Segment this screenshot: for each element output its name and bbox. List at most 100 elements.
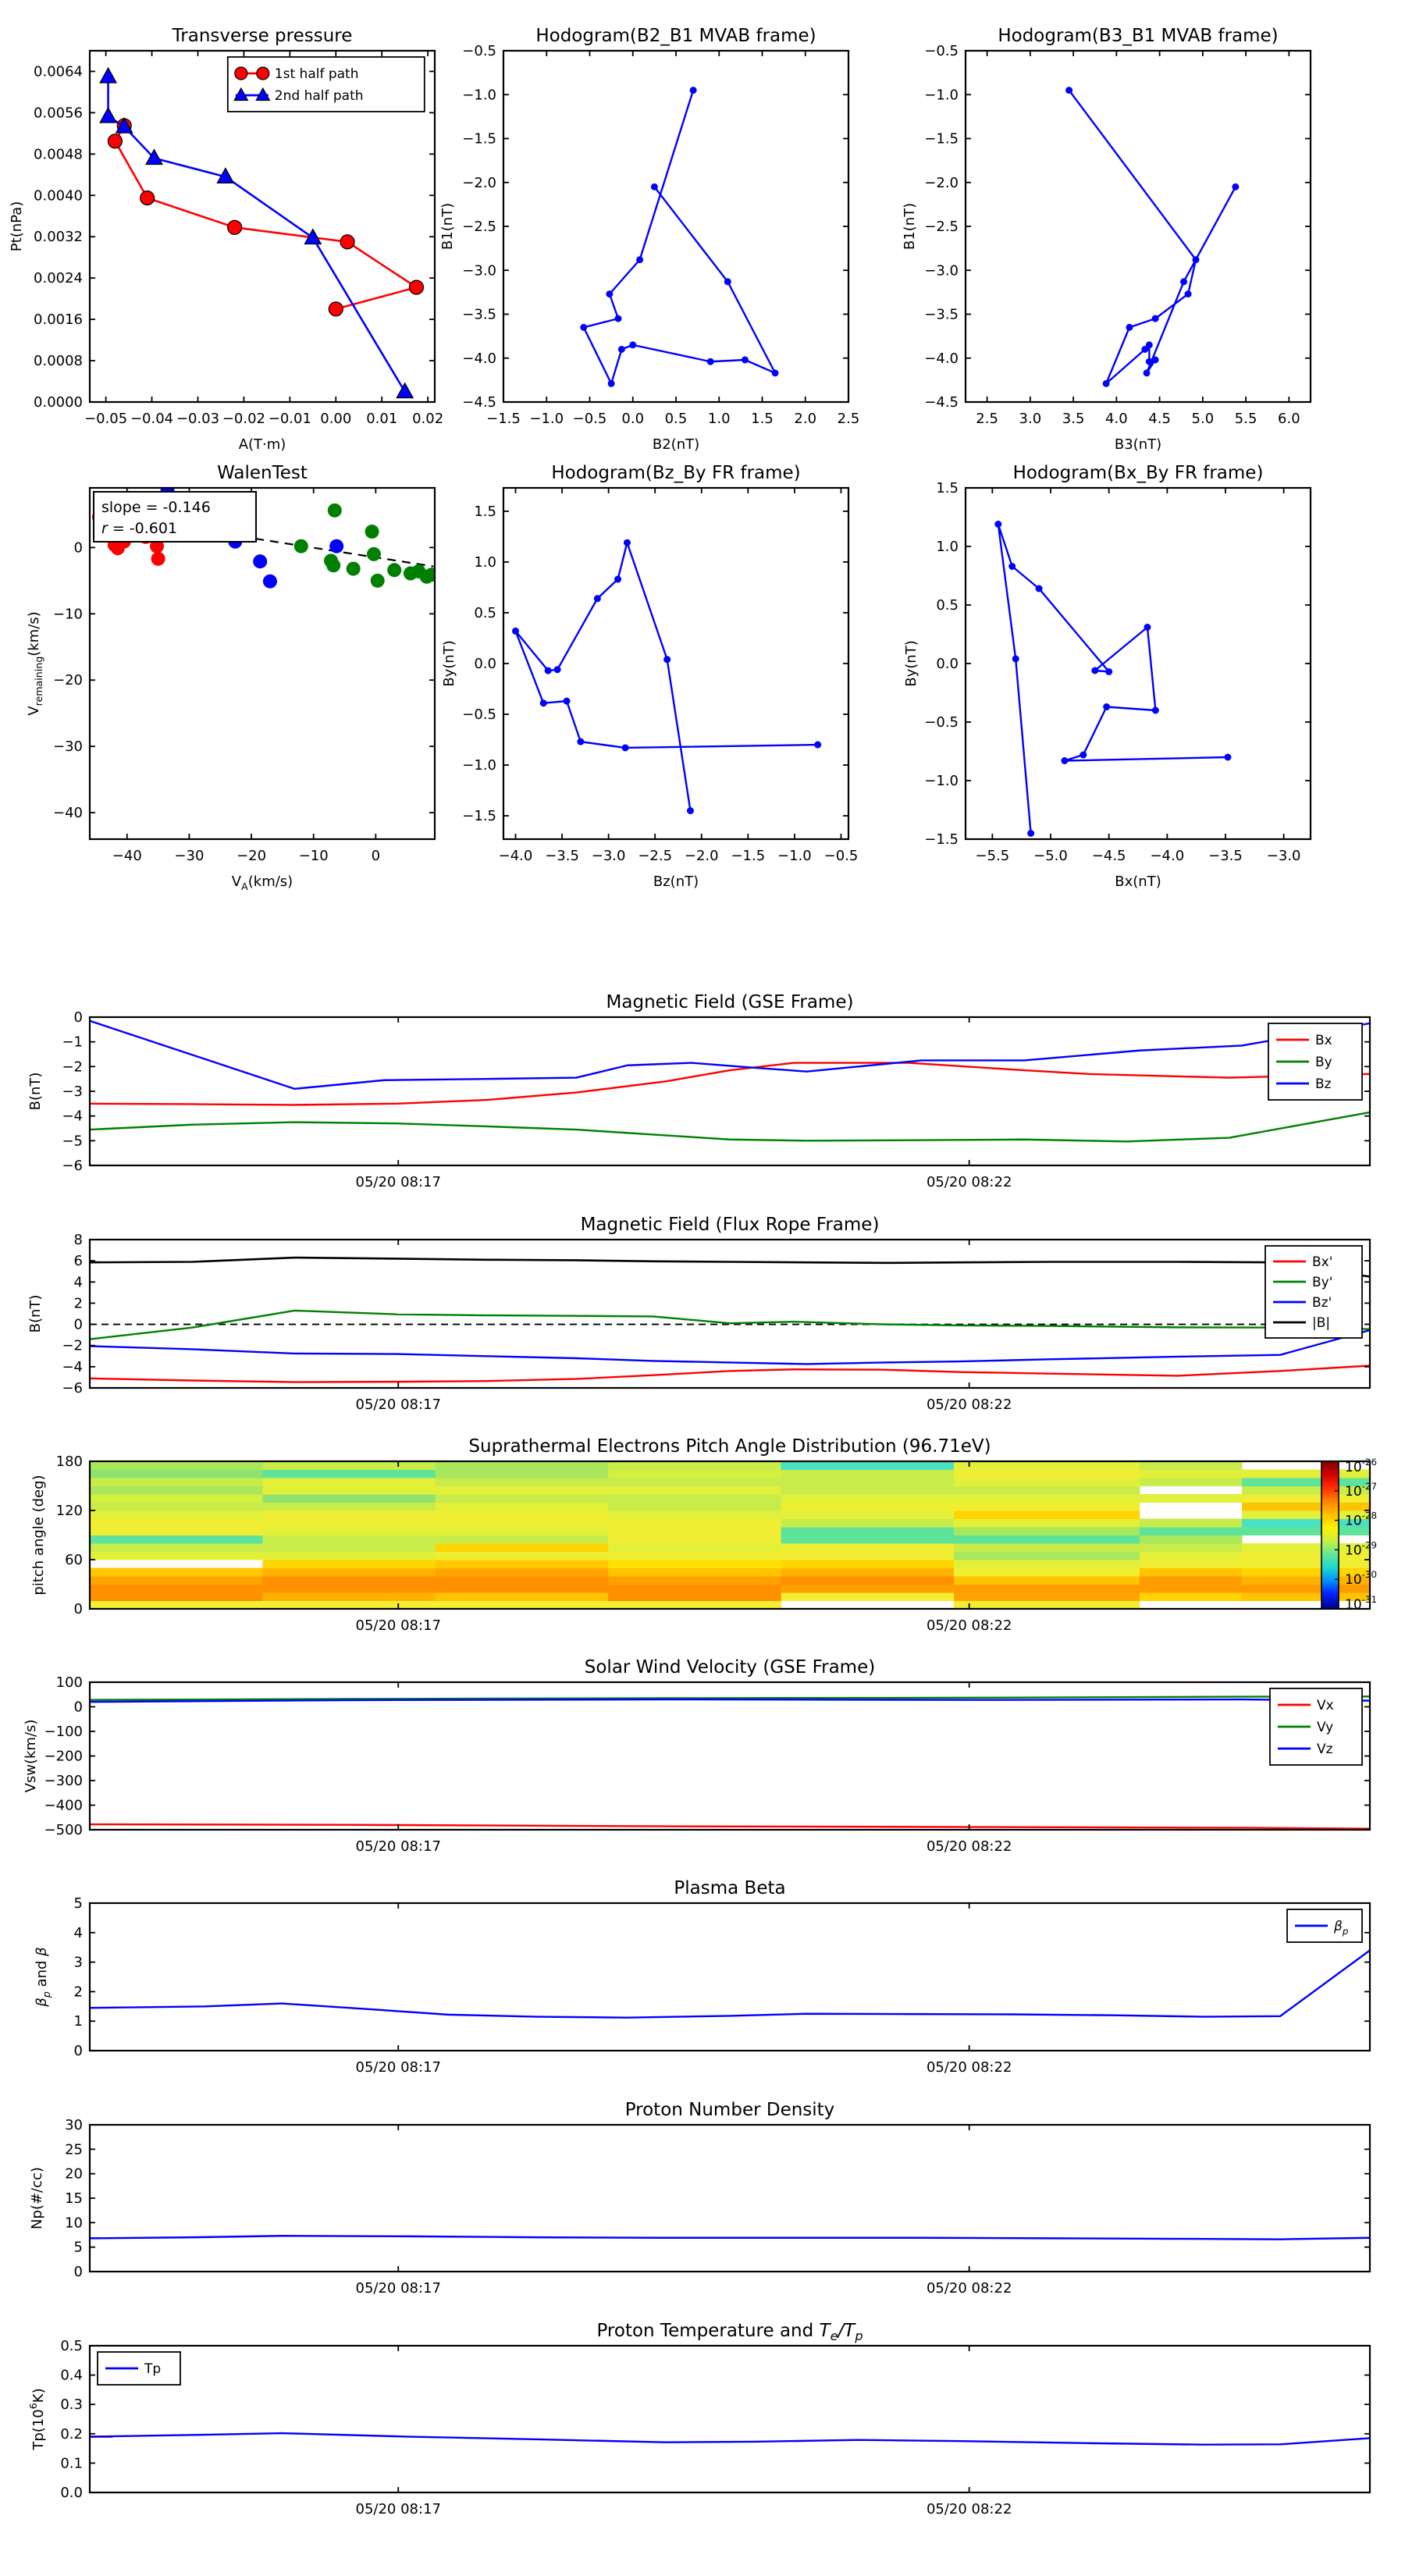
- svg-text:|B|: |B|: [1312, 1315, 1330, 1331]
- series-group: [1065, 87, 1240, 387]
- svg-text:−0.5: −0.5: [924, 43, 959, 59]
- svg-text:Magnetic Field (GSE Frame): Magnetic Field (GSE Frame): [606, 992, 854, 1012]
- svg-text:100: 100: [56, 1674, 83, 1691]
- svg-text:−1.5: −1.5: [462, 808, 496, 824]
- svg-text:Np(#/cc): Np(#/cc): [29, 2167, 45, 2229]
- svg-text:0.0: 0.0: [621, 411, 644, 427]
- svg-text:05/20 08:22: 05/20 08:22: [927, 1397, 1012, 1413]
- svg-text:−2: −2: [62, 1059, 83, 1075]
- svg-text:−2.5: −2.5: [638, 848, 672, 864]
- svg-text:−0.5: −0.5: [462, 706, 496, 723]
- svg-text:−4.0: −4.0: [1150, 848, 1184, 864]
- svg-text:−2.0: −2.0: [924, 175, 959, 191]
- svg-text:VA(km/s): VA(km/s): [232, 873, 293, 892]
- svg-text:−0.05: −0.05: [84, 411, 127, 427]
- series-group: [580, 87, 779, 387]
- svg-text:Bx(nT): Bx(nT): [1115, 873, 1161, 890]
- svg-text:−1.5: −1.5: [462, 131, 496, 148]
- panel-hodogram-b2-b1: −1.5 −1.0 −0.5 0.0 0.5 1.0 1.5 2.0 2.5 −0.5 −1.0 −1…: [439, 26, 859, 453]
- svg-text:−40: −40: [53, 805, 83, 821]
- panel-proton-temp: 05/20 08:17 05/20 08:22 0.0 0.1 0.2 0.3 0.4 0.5…: [27, 2321, 1371, 2517]
- svg-text:−10: −10: [53, 606, 83, 622]
- svg-text:−10: −10: [299, 848, 329, 864]
- svg-text:10: 10: [65, 2215, 83, 2231]
- svg-text:Tp(106K): Tp(106K): [27, 2388, 47, 2450]
- svg-text:−300: −300: [44, 1773, 83, 1789]
- svg-text:−100: −100: [44, 1724, 83, 1740]
- svg-text:6.0: 6.0: [1278, 411, 1300, 427]
- svg-text:−40: −40: [112, 848, 142, 864]
- svg-text:5.0: 5.0: [1192, 411, 1215, 427]
- svg-text:10-30: 10-30: [1345, 1569, 1377, 1588]
- svg-text:Bx': Bx': [1312, 1254, 1332, 1270]
- svg-text:6: 6: [74, 1253, 83, 1269]
- svg-text:0: 0: [372, 848, 380, 864]
- svg-text:Hodogram(Bx_By FR frame): Hodogram(Bx_By FR frame): [1013, 463, 1264, 483]
- svg-text:3: 3: [74, 1955, 83, 1971]
- svg-text:−1.0: −1.0: [529, 411, 564, 427]
- svg-text:5: 5: [74, 2240, 83, 2256]
- svg-text:0: 0: [74, 1699, 83, 1716]
- svg-text:10-26: 10-26: [1345, 1457, 1377, 1475]
- svg-text:−4.0: −4.0: [924, 350, 959, 367]
- svg-text:1: 1: [74, 2013, 83, 2030]
- svg-text:A(T·m): A(T·m): [239, 436, 286, 453]
- svg-text:pitch angle (deg): pitch angle (deg): [30, 1475, 47, 1595]
- svg-text:−1: −1: [62, 1034, 83, 1051]
- svg-text:8: 8: [74, 1232, 83, 1248]
- series-group: [90, 2432, 1370, 2446]
- svg-text:−200: −200: [44, 1749, 83, 1765]
- svg-text:2nd half path: 2nd half path: [275, 88, 364, 104]
- svg-text:05/20 08:17: 05/20 08:17: [356, 1617, 441, 1634]
- svg-text:−4.0: −4.0: [462, 350, 496, 367]
- panel-electron-pad: 05/20 08:17 05/20 08:22 0 60 120 180 Suprather…: [30, 1436, 1377, 1634]
- svg-text:−2.0: −2.0: [462, 175, 496, 191]
- svg-text:30: 30: [65, 2117, 83, 2133]
- svg-text:B1(nT): B1(nT): [439, 203, 456, 250]
- svg-text:0.5: 0.5: [936, 597, 959, 614]
- svg-text:B2(nT): B2(nT): [653, 436, 699, 453]
- svg-text:05/20 08:22: 05/20 08:22: [927, 2059, 1012, 2076]
- svg-text:−1.5: −1.5: [924, 831, 959, 848]
- svg-text:0: 0: [74, 1601, 83, 1617]
- svg-text:−0.04: −0.04: [130, 411, 173, 427]
- svg-text:−3.0: −3.0: [462, 262, 496, 279]
- svg-text:Magnetic Field (Flux Rope Fram: Magnetic Field (Flux Rope Frame): [581, 1215, 880, 1235]
- series-group: [994, 521, 1232, 837]
- svg-text:0: 0: [74, 2043, 83, 2059]
- svg-text:0.3: 0.3: [60, 2396, 83, 2413]
- panel-hodogram-b3-b1: 2.5 3.0 3.5 4.0 4.5 5.0 5.5 6.0 −0.5 −1.0 −1.5 −2.0…: [902, 26, 1312, 453]
- svg-text:Proton Temperature and Te/Tp: Proton Temperature and Te/Tp: [596, 2321, 863, 2343]
- svg-text:0.0024: 0.0024: [34, 270, 83, 286]
- svg-text:−0.5: −0.5: [924, 714, 959, 731]
- svg-text:By': By': [1312, 1275, 1332, 1290]
- svg-text:0: 0: [74, 539, 83, 556]
- svg-text:0: 0: [74, 2264, 83, 2280]
- svg-text:B1(nT): B1(nT): [902, 203, 918, 250]
- svg-text:Transverse pressure: Transverse pressure: [172, 26, 353, 46]
- svg-text:−30: −30: [53, 738, 83, 755]
- svg-text:−3.0: −3.0: [592, 848, 626, 864]
- svg-text:−400: −400: [44, 1798, 83, 1814]
- svg-text:05/20 08:17: 05/20 08:17: [356, 1397, 441, 1413]
- svg-text:5.5: 5.5: [1235, 411, 1257, 427]
- svg-text:05/20 08:22: 05/20 08:22: [927, 2501, 1012, 2517]
- svg-text:20: 20: [65, 2166, 83, 2183]
- svg-text:−3.0: −3.0: [924, 262, 959, 279]
- svg-text:2.5: 2.5: [976, 411, 998, 427]
- svg-text:−5: −5: [62, 1133, 83, 1149]
- svg-text:Suprathermal Electrons Pitch A: Suprathermal Electrons Pitch Angle Distr…: [468, 1436, 991, 1457]
- svg-text:−3.5: −3.5: [1208, 848, 1243, 864]
- series-group: [99, 66, 425, 399]
- panel-hodogram-bx-by: −5.5 −5.0 −4.5 −4.0 −3.5 −3.0 1.5 1.0 0.5 0.0 −0.5…: [903, 463, 1312, 890]
- svg-text:2: 2: [74, 1295, 83, 1311]
- svg-text:10-29: 10-29: [1345, 1539, 1377, 1558]
- svg-text:Vz: Vz: [1317, 1742, 1333, 1757]
- svg-text:−500: −500: [44, 1822, 83, 1838]
- svg-text:B(nT): B(nT): [27, 1073, 44, 1111]
- svg-text:0.0016: 0.0016: [34, 311, 83, 328]
- svg-text:Vremaining(km/s): Vremaining(km/s): [26, 611, 44, 715]
- svg-text:−5.5: −5.5: [975, 848, 1009, 864]
- svg-text:0.01: 0.01: [366, 411, 397, 427]
